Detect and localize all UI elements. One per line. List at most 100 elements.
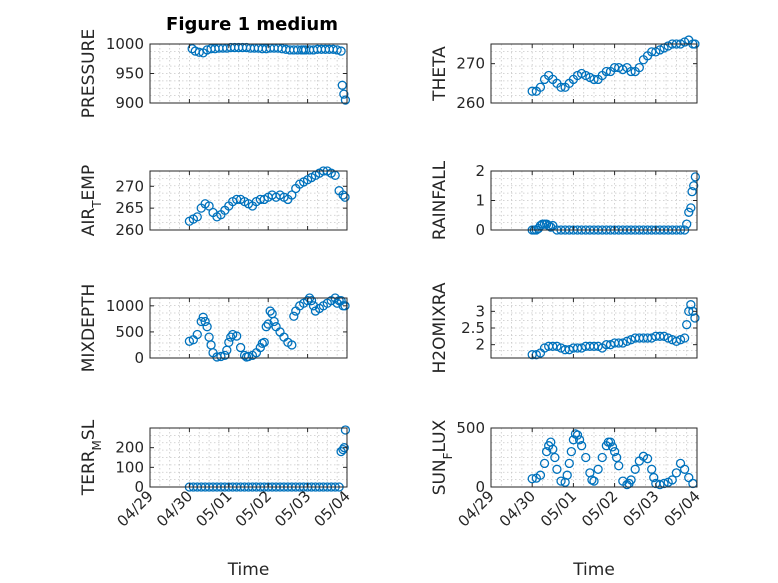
- y-tick-label: 2: [475, 336, 485, 354]
- data-point: [609, 62, 620, 73]
- data-point: [226, 332, 236, 342]
- data-point: [566, 446, 576, 457]
- y-axis-label: THETA: [430, 46, 450, 102]
- data-point: [626, 66, 636, 77]
- x-tick-label: 05/04: [311, 487, 354, 530]
- panel-4: 0 1 2 RAINFALL: [430, 160, 701, 240]
- data-point: [265, 306, 275, 316]
- data-point: [261, 322, 271, 332]
- data-point: [539, 458, 550, 469]
- data-point: [607, 442, 618, 452]
- data-point: [682, 219, 692, 229]
- data-point: [593, 464, 603, 474]
- y-tick-label: 270: [456, 55, 485, 73]
- data-point: [287, 340, 297, 350]
- data-point: [589, 476, 599, 486]
- data-point: [675, 335, 686, 345]
- data-point: [337, 80, 347, 90]
- data-point: [614, 461, 624, 471]
- y-tick-label: 0: [134, 349, 144, 367]
- data-point: [287, 190, 297, 200]
- data-point: [572, 430, 583, 440]
- panel-7: 010020004/2904/3005/0105/0205/0305/04Tim…: [79, 419, 354, 580]
- axes-frame: [149, 297, 348, 359]
- data-point: [289, 311, 299, 321]
- y-axis-label: TERRMSL: [79, 419, 104, 496]
- data-point: [689, 181, 699, 191]
- axes-frame: [149, 170, 348, 231]
- x-tick-label: 04/30: [153, 487, 196, 530]
- y-tick-label: 950: [115, 65, 144, 83]
- data-point: [556, 476, 566, 486]
- data-point: [340, 95, 351, 105]
- y-tick-label: 1: [475, 192, 485, 210]
- y-tick-label: 1000: [106, 35, 144, 53]
- axes-frame: [490, 43, 698, 104]
- data-point: [269, 316, 279, 327]
- y-tick-label: 1000: [106, 297, 144, 315]
- x-tick-label: 05/01: [537, 487, 580, 530]
- x-tick-label: 05/03: [271, 487, 314, 530]
- data-point: [235, 342, 246, 353]
- data-point: [630, 464, 640, 474]
- data-point: [340, 425, 351, 435]
- data-point: [682, 320, 692, 330]
- y-tick-label: 0: [134, 478, 144, 496]
- x-tick-label: 05/03: [619, 487, 662, 530]
- data-point: [690, 313, 700, 323]
- y-tick-label: 270: [115, 177, 144, 195]
- data-series: [527, 300, 700, 360]
- panel-2: 260 270 THETA: [430, 35, 700, 112]
- data-point: [302, 295, 313, 306]
- data-point: [605, 437, 616, 447]
- data-point: [687, 186, 697, 197]
- y-tick-label: 3: [475, 302, 485, 320]
- data-series: [527, 35, 700, 96]
- data-point: [626, 475, 636, 485]
- axes-frame: [490, 427, 698, 488]
- panel-8: 050004/2904/3005/0105/0205/0305/04TimeSU…: [430, 419, 704, 580]
- data-point: [601, 66, 612, 77]
- y-tick-label: 200: [115, 439, 144, 457]
- data-point: [647, 47, 657, 57]
- x-tick-label: 04/30: [496, 487, 539, 530]
- data-point: [340, 192, 350, 202]
- data-point: [548, 444, 558, 454]
- data-point: [659, 331, 669, 341]
- data-point: [202, 322, 212, 332]
- data-point: [556, 82, 566, 92]
- y-axis-label: SUNFLUX: [430, 419, 455, 495]
- data-point: [647, 464, 657, 474]
- data-point: [308, 301, 319, 311]
- data-series: [184, 293, 350, 362]
- data-point: [339, 443, 349, 453]
- y-tick-label: 500: [456, 419, 485, 437]
- data-point: [204, 201, 214, 211]
- data-point: [550, 452, 560, 463]
- data-point: [679, 464, 690, 474]
- y-tick-label: 0: [475, 478, 485, 496]
- data-point: [576, 441, 587, 451]
- data-point: [684, 207, 694, 217]
- panel-6: 22.53 H2OMIXRA: [430, 282, 700, 374]
- data-point: [663, 333, 673, 343]
- data-point: [243, 351, 254, 362]
- data-point: [527, 86, 537, 96]
- data-series: [184, 166, 350, 226]
- data-point: [612, 452, 622, 463]
- data-point: [684, 306, 694, 316]
- panel-3: 260 265 270 AIRTEMP: [79, 165, 350, 239]
- data-point: [686, 203, 696, 213]
- data-point: [667, 475, 677, 485]
- axes-frame: [149, 427, 348, 488]
- data-point: [527, 474, 537, 484]
- y-axis-label: PRESSURE: [79, 29, 99, 118]
- data-point: [340, 301, 350, 311]
- data-point: [535, 470, 546, 480]
- data-point: [216, 351, 226, 362]
- data-point: [679, 333, 690, 343]
- x-tick-label: 05/01: [192, 487, 235, 530]
- data-point: [552, 464, 562, 474]
- panel-5: 0 500 1000 MIXDEPTH: [79, 284, 350, 372]
